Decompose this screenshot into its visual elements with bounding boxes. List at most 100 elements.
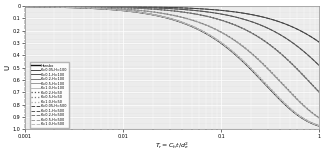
K=0.05,H=100 — [163, 6, 167, 8]
K=0.2,H=50 — [310, 84, 314, 86]
Line: K=0.05,H=500: K=0.05,H=500 — [25, 6, 319, 42]
Line: K=0.1,H=100: K=0.1,H=100 — [25, 6, 319, 66]
K=0.2,H=100 — [163, 9, 167, 11]
Line: K=1.0,H=500: K=1.0,H=500 — [25, 7, 319, 126]
K=0.2,H=50 — [317, 91, 321, 93]
K=1.0,H=500 — [23, 6, 27, 8]
K=0.5,H=50 — [317, 117, 321, 119]
K=0.5,H=500 — [317, 117, 321, 119]
K=1.0,H=50 — [23, 6, 27, 8]
K=0.5,H=100 — [310, 112, 314, 114]
K=1.0,H=500 — [164, 17, 168, 19]
K=0.2,H=50 — [182, 11, 186, 13]
Y-axis label: U: U — [4, 65, 10, 70]
Line: K=0.1,H=500: K=0.1,H=500 — [25, 6, 319, 66]
Line: K=0.2,H=500: K=0.2,H=500 — [25, 6, 319, 93]
K=0.5,H=100 — [23, 6, 27, 7]
Line: K=0.2,H=100: K=0.2,H=100 — [25, 6, 319, 92]
K=0.2,H=100 — [264, 41, 268, 43]
K=1.0,H=500 — [182, 22, 186, 24]
K=0.1,H=100 — [164, 7, 168, 9]
K=1.0,H=100 — [264, 84, 268, 86]
K=1.0,H=50 — [163, 16, 167, 18]
K=0.5,H=500 — [264, 66, 268, 68]
K=0.2,H=500 — [182, 11, 186, 13]
K=0.1,H=100 — [23, 5, 27, 7]
K=0.05,H=100 — [198, 8, 202, 10]
K=0.05,H=500 — [317, 41, 321, 43]
K=0.5,H=100 — [264, 66, 268, 68]
K=0.2,H=500 — [23, 5, 27, 7]
K=1.0,H=100 — [310, 122, 314, 124]
K=0.1,H=100 — [163, 7, 167, 9]
K=0.05,H=500 — [310, 37, 314, 38]
K=0.2,H=100 — [164, 9, 168, 11]
Legend: Hansbo, K=0.05,H=100, K=0.1,H=100, K=0.2,H=100, K=0.5,H=100, K=1.0,H=100, K=0.2,: Hansbo, K=0.05,H=100, K=0.1,H=100, K=0.2… — [30, 62, 69, 128]
K=0.2,H=500 — [164, 9, 168, 11]
Line: K=0.5,H=500: K=0.5,H=500 — [25, 7, 319, 118]
K=1.0,H=500 — [198, 29, 202, 31]
K=1.0,H=100 — [198, 29, 202, 31]
K=0.1,H=500 — [163, 7, 167, 9]
K=0.1,H=500 — [182, 9, 186, 11]
K=0.1,H=500 — [23, 5, 27, 7]
K=0.5,H=100 — [317, 117, 321, 119]
Line: K=1.0,H=50: K=1.0,H=50 — [25, 7, 319, 126]
K=0.05,H=100 — [264, 17, 268, 19]
K=1.0,H=500 — [264, 84, 268, 86]
X-axis label: $T_r=C_h t/d_e^2$: $T_r=C_h t/d_e^2$ — [155, 140, 189, 151]
K=0.2,H=100 — [182, 11, 186, 13]
Hansbo — [163, 16, 167, 18]
Hansbo — [317, 125, 321, 127]
Line: K=1.0,H=100: K=1.0,H=100 — [25, 7, 319, 126]
K=1.0,H=50 — [198, 29, 202, 31]
K=0.05,H=500 — [198, 8, 202, 10]
K=0.5,H=100 — [182, 17, 186, 19]
K=0.2,H=50 — [23, 5, 27, 7]
K=0.5,H=50 — [182, 17, 186, 19]
K=0.1,H=100 — [198, 10, 202, 12]
K=0.05,H=100 — [317, 41, 321, 43]
K=1.0,H=500 — [163, 16, 167, 18]
K=0.5,H=50 — [310, 112, 314, 113]
K=0.2,H=500 — [310, 84, 314, 86]
K=0.05,H=100 — [182, 7, 186, 9]
K=0.5,H=500 — [198, 22, 202, 24]
K=0.05,H=100 — [310, 37, 314, 38]
K=1.0,H=50 — [264, 83, 268, 85]
K=1.0,H=100 — [317, 125, 321, 127]
K=0.5,H=500 — [23, 6, 27, 7]
K=0.1,H=500 — [164, 7, 168, 9]
K=0.1,H=500 — [310, 58, 314, 60]
K=0.5,H=500 — [310, 112, 314, 114]
K=0.2,H=100 — [310, 84, 314, 86]
K=0.05,H=500 — [23, 5, 27, 7]
Line: Hansbo: Hansbo — [25, 7, 319, 126]
K=0.2,H=50 — [198, 14, 202, 16]
K=0.5,H=50 — [23, 6, 27, 7]
Hansbo — [198, 29, 202, 31]
K=1.0,H=50 — [317, 125, 321, 126]
K=0.5,H=50 — [163, 13, 167, 15]
K=0.5,H=100 — [164, 13, 168, 15]
K=0.05,H=100 — [164, 6, 168, 8]
K=0.2,H=500 — [163, 9, 167, 11]
K=0.5,H=500 — [163, 13, 167, 15]
Hansbo — [310, 122, 314, 124]
K=0.2,H=500 — [264, 41, 268, 43]
K=0.1,H=100 — [317, 65, 321, 66]
K=1.0,H=50 — [182, 22, 186, 24]
K=1.0,H=500 — [310, 122, 314, 124]
Hansbo — [182, 22, 186, 24]
K=1.0,H=100 — [23, 6, 27, 8]
K=0.2,H=50 — [164, 9, 168, 11]
K=0.5,H=500 — [182, 17, 186, 19]
K=0.1,H=100 — [310, 58, 314, 60]
K=0.5,H=50 — [198, 22, 202, 24]
K=1.0,H=50 — [164, 17, 168, 18]
K=0.2,H=100 — [317, 91, 321, 93]
K=0.1,H=100 — [264, 27, 268, 28]
K=0.5,H=50 — [164, 13, 168, 15]
Line: K=0.05,H=100: K=0.05,H=100 — [25, 6, 319, 42]
K=0.2,H=500 — [317, 92, 321, 93]
